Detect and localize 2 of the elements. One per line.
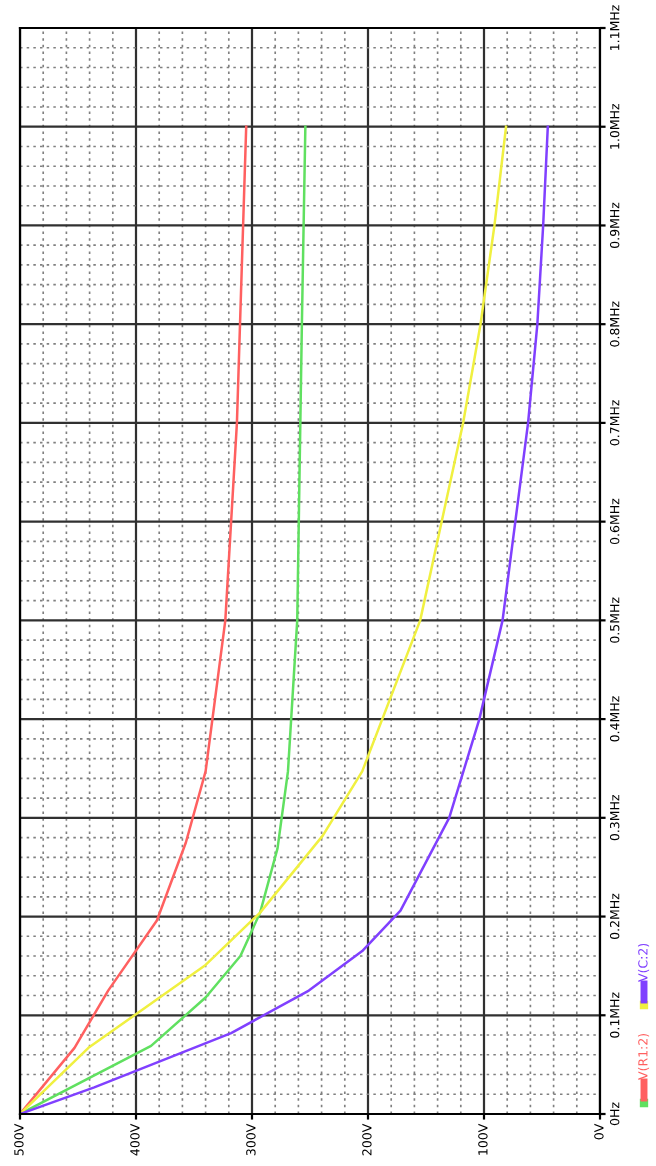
line-series (20, 125, 307, 1114)
line-series (20, 125, 248, 1114)
